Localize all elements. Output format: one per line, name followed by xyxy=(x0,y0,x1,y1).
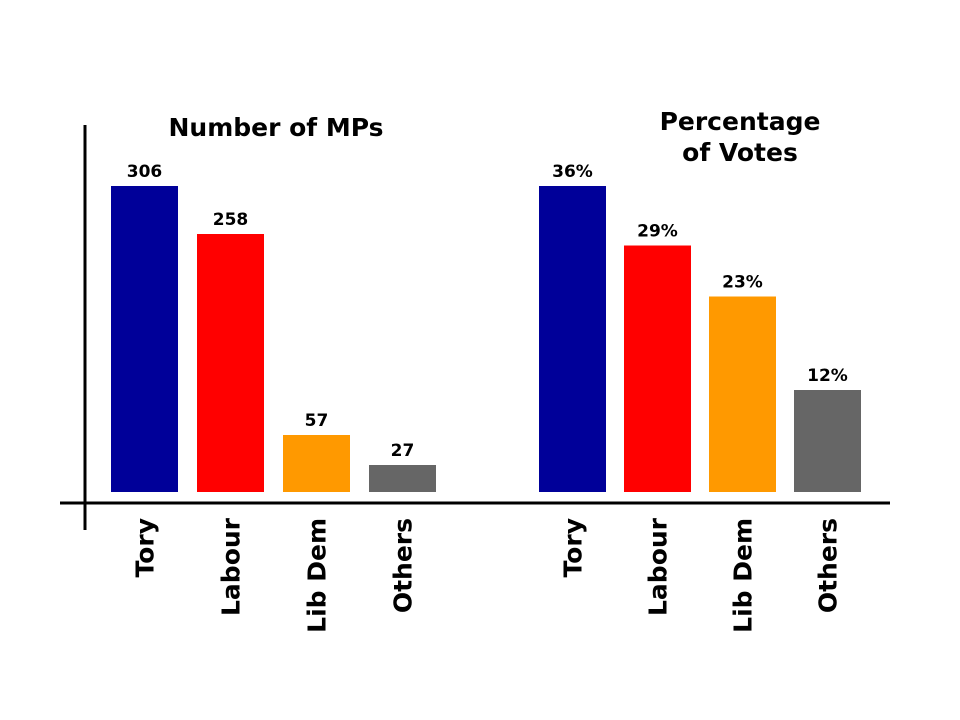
chart-2-value-label: 36% xyxy=(552,162,593,182)
chart-1-bar-tory xyxy=(111,186,178,492)
chart-1-category-label: Others xyxy=(389,518,418,613)
chart-2-value-label: 23% xyxy=(722,273,763,293)
chart-1-value-label: 57 xyxy=(305,411,329,431)
chart-2-bar-labour xyxy=(624,245,691,492)
chart-1-value-label: 27 xyxy=(391,441,415,461)
chart-2-bar-tory xyxy=(539,186,606,492)
chart-1-bar-labour xyxy=(197,234,264,492)
chart-2-value-label: 12% xyxy=(807,366,848,386)
chart-2-title-line-1: Percentage xyxy=(660,107,821,136)
chart-1-value-label: 306 xyxy=(127,162,163,182)
chart-2-value-label: 29% xyxy=(637,222,678,242)
chart-2-category-label: Labour xyxy=(644,517,673,616)
chart-1-value-label: 258 xyxy=(213,210,249,230)
chart-1-bar-others xyxy=(369,465,436,492)
chart-2-category-label: Tory xyxy=(559,518,588,578)
chart-2-category-label: Others xyxy=(814,518,843,613)
chart-2-bar-others xyxy=(794,390,861,492)
bars-layer: 306 Tory 258 Labour 57 Lib Dem 27 Others 36% Tory… xyxy=(111,162,861,633)
chart-1-bar-lib-dem xyxy=(283,435,350,492)
chart-1-category-label: Labour xyxy=(217,517,246,616)
chart-1-category-label: Tory xyxy=(131,518,160,578)
chart-1-title: Number of MPs xyxy=(168,113,383,142)
chart-2-category-label: Lib Dem xyxy=(729,518,758,633)
chart-2-title-line-2: of Votes xyxy=(682,138,798,167)
chart-1-category-label: Lib Dem xyxy=(303,518,332,633)
chart-2-bar-lib-dem xyxy=(709,296,776,492)
